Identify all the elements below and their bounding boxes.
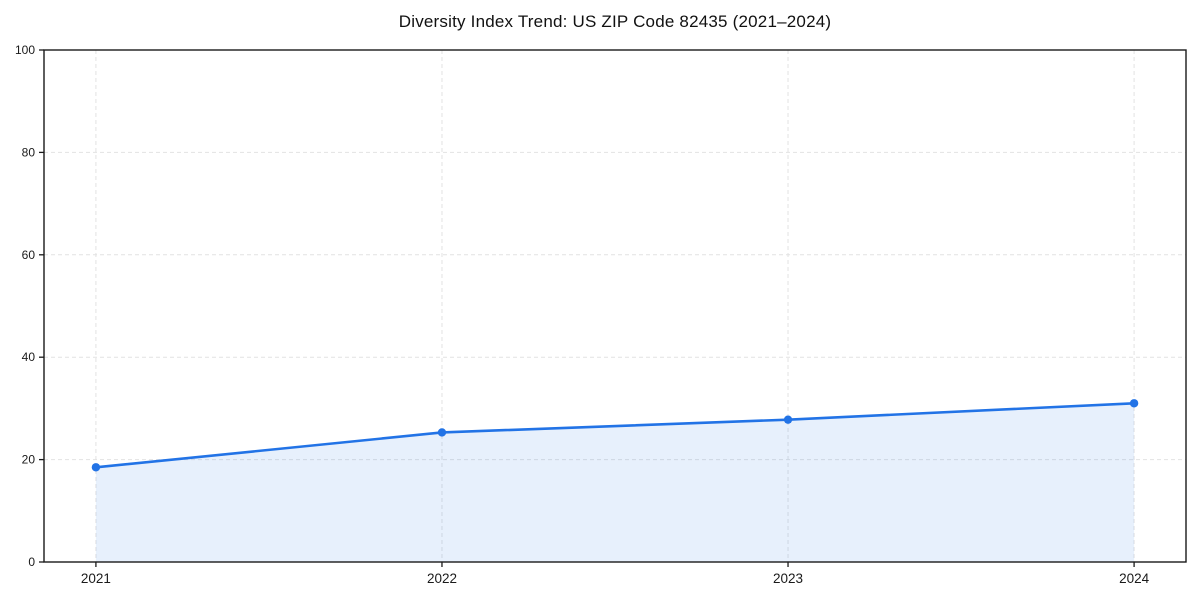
trend-line (94, 401, 1136, 469)
x-tick-label: 2022 (427, 571, 457, 586)
y-tick-label: 20 (22, 453, 36, 467)
y-tick-label: 100 (15, 43, 35, 57)
data-point-marker (783, 415, 793, 424)
y-tick-label: 60 (22, 248, 36, 262)
area-fill (95, 403, 1135, 562)
data-point-marker (91, 463, 101, 472)
x-tick-label: 2021 (81, 571, 111, 586)
y-tick-label: 40 (22, 350, 36, 364)
chart-title: Diversity Index Trend: US ZIP Code 82435… (398, 12, 832, 31)
x-tick-label: 2023 (773, 571, 803, 586)
data-point-marker (437, 428, 447, 437)
y-tick-label: 80 (22, 145, 36, 159)
y-tick-label: 0 (28, 555, 35, 569)
data-point-marker (1129, 399, 1139, 408)
x-tick-label: 2024 (1119, 571, 1150, 586)
plot-border (43, 49, 1187, 563)
